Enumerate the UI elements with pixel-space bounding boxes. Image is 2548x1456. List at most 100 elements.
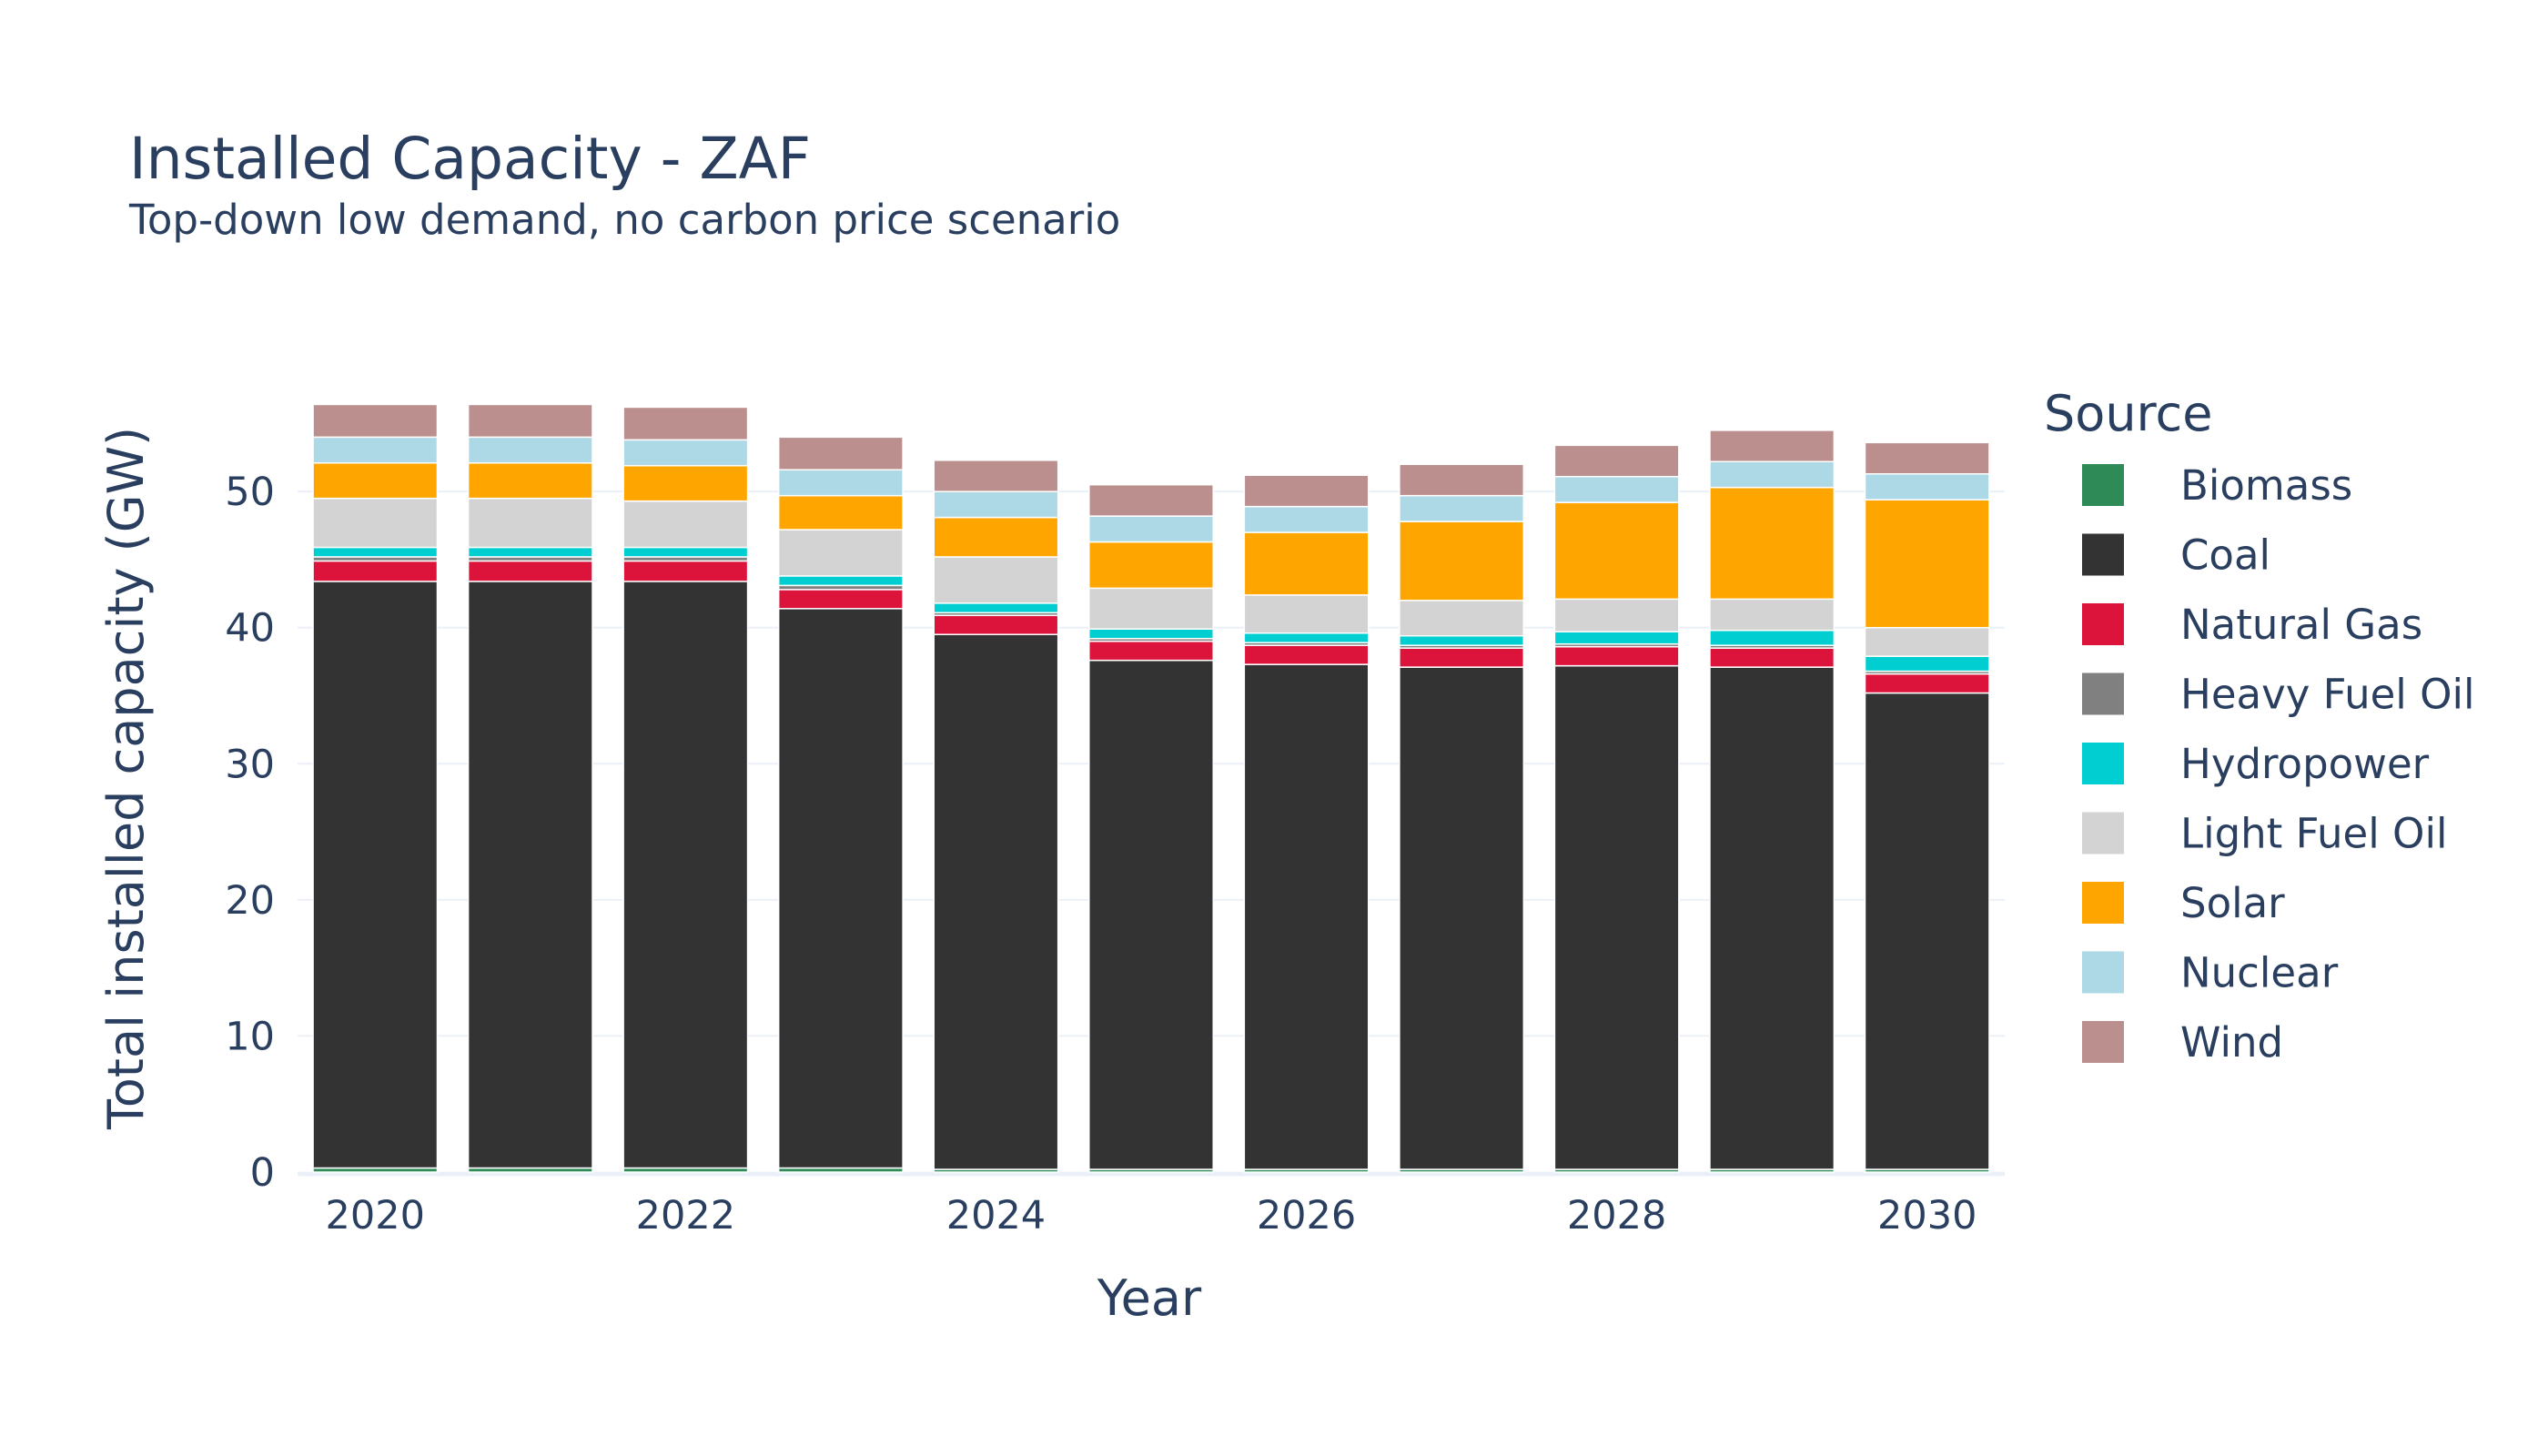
bar-nuclear-2022 <box>622 439 749 467</box>
legend-item-light-fuel-oil[interactable]: Light Fuel Oil <box>2082 810 2447 858</box>
legend-item-heavy-fuel-oil[interactable]: Heavy Fuel Oil <box>2082 671 2475 719</box>
bar-nuclear-2029 <box>1709 460 1835 489</box>
bar-coal-2030 <box>1864 692 1990 1170</box>
bar-hydropower-2025 <box>1088 628 1214 640</box>
legend-item-solar[interactable]: Solar <box>2082 879 2285 927</box>
legend-label: Natural Gas <box>2180 601 2422 649</box>
bar-coal-2025 <box>1088 659 1214 1170</box>
y-axis-label: Total installed capacity (GW) <box>97 427 155 1130</box>
bar-light-fuel-oil-2020 <box>312 497 439 549</box>
bar-solar-2028 <box>1553 501 1680 601</box>
bar-solar-2026 <box>1243 531 1370 596</box>
legend-label: Heavy Fuel Oil <box>2180 671 2475 719</box>
bar-wind-2021 <box>467 403 593 439</box>
bars <box>312 403 1990 1173</box>
x-tick-label: 2030 <box>1877 1193 1977 1239</box>
y-axis-ticks: 0 10 20 30 40 50 <box>225 470 275 1196</box>
bar-wind-2025 <box>1088 483 1214 517</box>
bar-light-fuel-oil-2026 <box>1243 594 1370 634</box>
bar-natural-gas-2026 <box>1243 644 1370 665</box>
bar-hydropower-2023 <box>777 575 904 587</box>
bar-wind-2024 <box>933 460 1059 492</box>
bar-nuclear-2020 <box>312 436 439 464</box>
bar-natural-gas-2028 <box>1553 645 1680 667</box>
bar-natural-gas-2027 <box>1399 647 1525 668</box>
bar-nuclear-2030 <box>1864 472 1990 500</box>
legend-swatch <box>2082 1021 2124 1063</box>
legend-swatch <box>2082 951 2124 994</box>
bar-wind-2029 <box>1709 430 1835 463</box>
bar-coal-2020 <box>312 581 439 1169</box>
x-tick-label: 2024 <box>946 1193 1046 1239</box>
legend: Biomass Coal Natural Gas Heavy Fuel Oil Hydr… <box>2082 461 2475 1067</box>
bar-nuclear-2026 <box>1243 505 1370 533</box>
bar-natural-gas-2024 <box>933 614 1059 635</box>
bar-light-fuel-oil-2029 <box>1709 598 1835 632</box>
bar-solar-2020 <box>312 462 439 500</box>
chart-title: Installed Capacity - ZAF <box>129 126 811 192</box>
bar-solar-2025 <box>1088 541 1214 590</box>
bar-coal-2027 <box>1399 666 1525 1170</box>
bar-natural-gas-2023 <box>777 589 904 610</box>
x-tick-label: 2022 <box>636 1193 735 1239</box>
bar-solar-2021 <box>467 462 593 500</box>
bar-wind-2020 <box>312 403 439 439</box>
legend-label: Hydropower <box>2180 740 2430 788</box>
bar-solar-2029 <box>1709 486 1835 601</box>
legend-label: Light Fuel Oil <box>2180 810 2447 858</box>
bar-natural-gas-2025 <box>1088 640 1214 662</box>
bar-light-fuel-oil-2023 <box>777 529 904 577</box>
legend-item-hydropower[interactable]: Hydropower <box>2082 740 2430 788</box>
bar-hydropower-2021 <box>467 546 593 558</box>
y-tick-label: 50 <box>225 470 275 515</box>
legend-item-biomass[interactable]: Biomass <box>2082 461 2352 510</box>
bar-hydropower-2029 <box>1709 629 1835 646</box>
bar-solar-2027 <box>1399 521 1525 602</box>
legend-label: Solar <box>2180 879 2285 927</box>
legend-label: Nuclear <box>2180 949 2339 997</box>
y-tick-label: 20 <box>225 878 275 924</box>
bar-solar-2024 <box>933 516 1059 558</box>
bar-nuclear-2024 <box>933 490 1059 519</box>
bar-light-fuel-oil-2028 <box>1553 598 1680 632</box>
bar-hydropower-2027 <box>1399 634 1525 646</box>
bar-natural-gas-2030 <box>1864 672 1990 694</box>
legend-item-wind[interactable]: Wind <box>2082 1018 2283 1067</box>
bar-wind-2022 <box>622 406 749 441</box>
legend-item-natural-gas[interactable]: Natural Gas <box>2082 601 2422 649</box>
legend-item-nuclear[interactable]: Nuclear <box>2082 949 2339 997</box>
bar-hydropower-2028 <box>1553 631 1680 645</box>
bar-hydropower-2030 <box>1864 655 1990 672</box>
bar-coal-2026 <box>1243 663 1370 1170</box>
bar-coal-2023 <box>777 608 904 1169</box>
bar-wind-2030 <box>1864 441 1990 475</box>
bar-hydropower-2024 <box>933 602 1059 614</box>
legend-swatch <box>2082 533 2124 576</box>
bar-nuclear-2028 <box>1553 475 1680 503</box>
bar-light-fuel-oil-2022 <box>622 500 749 549</box>
bar-nuclear-2025 <box>1088 515 1214 543</box>
x-tick-label: 2026 <box>1257 1193 1356 1239</box>
chart-subtitle: Top-down low demand, no carbon price sce… <box>128 196 1120 244</box>
bar-coal-2029 <box>1709 666 1835 1170</box>
bar-wind-2027 <box>1399 463 1525 497</box>
bar-coal-2024 <box>933 633 1059 1170</box>
bar-hydropower-2022 <box>622 546 749 558</box>
legend-label: Coal <box>2180 531 2270 580</box>
y-tick-label: 40 <box>225 606 275 652</box>
bar-solar-2023 <box>777 494 904 531</box>
bar-hydropower-2020 <box>312 546 439 558</box>
legend-swatch <box>2082 672 2124 715</box>
bar-hydropower-2026 <box>1243 632 1370 643</box>
bar-natural-gas-2021 <box>467 560 593 582</box>
y-tick-label: 30 <box>225 742 275 787</box>
x-axis-ticks: 2020 2022 2024 2026 2028 2030 <box>326 1193 1977 1239</box>
legend-item-coal[interactable]: Coal <box>2082 531 2270 580</box>
legend-swatch <box>2082 603 2124 645</box>
x-tick-label: 2020 <box>326 1193 425 1239</box>
bar-nuclear-2021 <box>467 436 593 464</box>
bar-light-fuel-oil-2021 <box>467 497 593 549</box>
bar-light-fuel-oil-2027 <box>1399 600 1525 637</box>
bar-solar-2030 <box>1864 499 1990 629</box>
